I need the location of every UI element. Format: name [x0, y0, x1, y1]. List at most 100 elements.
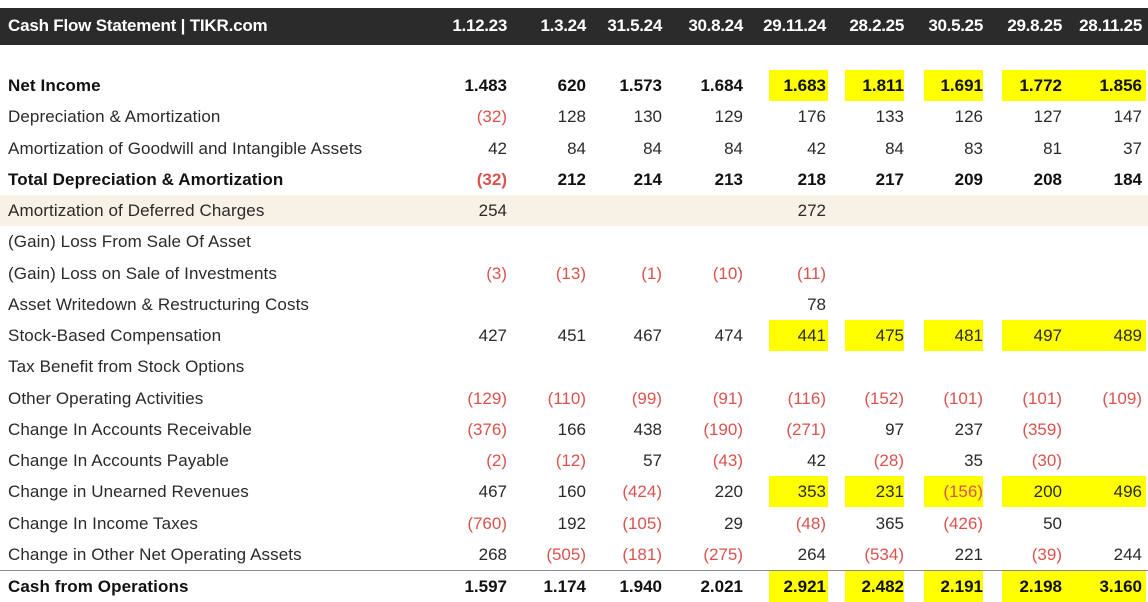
- cell-value: (3): [486, 263, 507, 283]
- table-cell: [1064, 226, 1142, 257]
- cell-value: 1.683: [783, 76, 826, 95]
- table-cell: (190): [684, 414, 743, 445]
- cell-value: (28): [873, 451, 904, 470]
- table-cell: 2.198: [1002, 571, 1062, 602]
- cell-value: (116): [787, 388, 826, 408]
- cell-value: 1.483: [464, 76, 507, 95]
- table-row: Change In Income Taxes (760) 192 (105) 29 (48…: [0, 508, 1148, 539]
- cell-value: 42: [807, 451, 826, 470]
- table-cell: [604, 195, 662, 226]
- table-cell: 37: [1064, 133, 1142, 164]
- cell-value: (11): [797, 263, 826, 283]
- cell-value: 427: [478, 326, 507, 345]
- table-cell: [684, 289, 743, 320]
- cell-value: 130: [633, 107, 662, 127]
- cell-value: (156): [943, 482, 983, 502]
- table-cell: 1.573: [604, 70, 662, 101]
- table-cell: 35: [926, 445, 983, 476]
- table-cell: (271): [769, 414, 826, 445]
- table-row: Net Income 1.483 620 1.573 1.684 1.683 1.811 1.…: [0, 70, 1148, 101]
- table-cell: 84: [684, 133, 743, 164]
- table-cell: [604, 289, 662, 320]
- table-cell: 147: [1064, 101, 1142, 132]
- row-label: Amortization of Goodwill and Intangible …: [8, 138, 363, 158]
- cell-value: 489: [1113, 326, 1142, 345]
- cell-value: (101): [1022, 388, 1062, 408]
- table-cell: 42: [769, 445, 826, 476]
- table-cell: (2): [446, 445, 507, 476]
- table-cell: 42: [446, 133, 507, 164]
- table-row: Change in Other Net Operating Assets 268 (…: [0, 539, 1148, 570]
- table-cell: (32): [446, 101, 507, 132]
- table-cell: (109): [1064, 383, 1142, 414]
- table-cell: [684, 226, 743, 257]
- column-header-period: 1.12.23: [452, 16, 507, 35]
- cell-value: (48): [795, 513, 826, 533]
- cell-value: 474: [714, 326, 743, 345]
- table-cell: 244: [1064, 539, 1142, 570]
- table-cell: 126: [926, 101, 983, 132]
- table-cell: [1064, 289, 1142, 320]
- table-cell: 1.683: [769, 70, 828, 101]
- table-cell: [847, 351, 904, 382]
- cell-value: (110): [547, 388, 586, 408]
- table-cell: [1064, 508, 1142, 539]
- table-cell: (101): [1004, 383, 1062, 414]
- table-cell: (12): [530, 445, 586, 476]
- table-cell: [1064, 195, 1142, 226]
- cell-value: (376): [467, 419, 507, 439]
- table-cell: 264: [769, 539, 826, 570]
- table-cell: [1004, 351, 1062, 382]
- cell-value: 213: [714, 169, 743, 189]
- cell-value: (99): [631, 388, 662, 408]
- table-cell: 427: [446, 320, 507, 351]
- cell-value: (534): [864, 544, 904, 564]
- table-cell: [847, 289, 904, 320]
- table-cell: 237: [926, 414, 983, 445]
- cell-value: 365: [875, 513, 904, 533]
- cell-value: (13): [555, 263, 586, 283]
- cell-value: (91): [712, 388, 743, 408]
- table-cell: 128: [530, 101, 586, 132]
- cell-value: 231: [875, 482, 904, 502]
- table-cell: 160: [530, 476, 586, 507]
- column-header-period: 29.11.24: [763, 16, 826, 35]
- cell-value: 451: [557, 326, 586, 345]
- table-header: Cash Flow Statement | TIKR.com 1.12.23 1.…: [0, 8, 1148, 45]
- table-cell: (11): [769, 258, 826, 289]
- cell-value: 127: [1033, 107, 1062, 127]
- cell-value: 78: [807, 294, 826, 314]
- table-cell: (110): [530, 383, 586, 414]
- cell-value: 441: [797, 326, 826, 345]
- table-row: Tax Benefit from Stock Options: [0, 351, 1148, 382]
- cell-value: 2.482: [861, 577, 904, 596]
- table-row: Amortization of Goodwill and Intangible …: [0, 133, 1148, 164]
- table-cell: [926, 351, 983, 382]
- row-label: Change in Other Net Operating Assets: [8, 544, 302, 564]
- cell-value: 254: [478, 201, 507, 220]
- cell-value: 217: [875, 169, 904, 189]
- cell-value: (39): [1031, 544, 1062, 564]
- table-cell: (99): [604, 383, 662, 414]
- table-cell: [446, 289, 507, 320]
- table-row: Other Operating Activities (129) (110) (99)…: [0, 383, 1148, 414]
- column-header-period: 1.3.24: [540, 16, 587, 35]
- table-cell: (181): [604, 539, 662, 570]
- table-cell: 192: [530, 508, 586, 539]
- row-label: Cash from Operations: [8, 577, 189, 596]
- table-cell: 78: [769, 289, 826, 320]
- row-label: Change In Accounts Receivable: [8, 419, 252, 439]
- cell-value: (359): [1022, 419, 1062, 439]
- table-cell: 212: [530, 164, 586, 195]
- cell-value: 1.684: [700, 76, 743, 95]
- table-cell: [530, 195, 586, 226]
- cell-value: (275): [703, 544, 743, 564]
- cell-value: (190): [703, 419, 743, 439]
- table-cell: 127: [1004, 101, 1062, 132]
- table-cell: 1.597: [446, 571, 507, 602]
- cell-value: 2.191: [940, 577, 983, 596]
- table-cell: 467: [446, 476, 507, 507]
- cell-value: 84: [567, 138, 586, 158]
- table-cell: 29: [684, 508, 743, 539]
